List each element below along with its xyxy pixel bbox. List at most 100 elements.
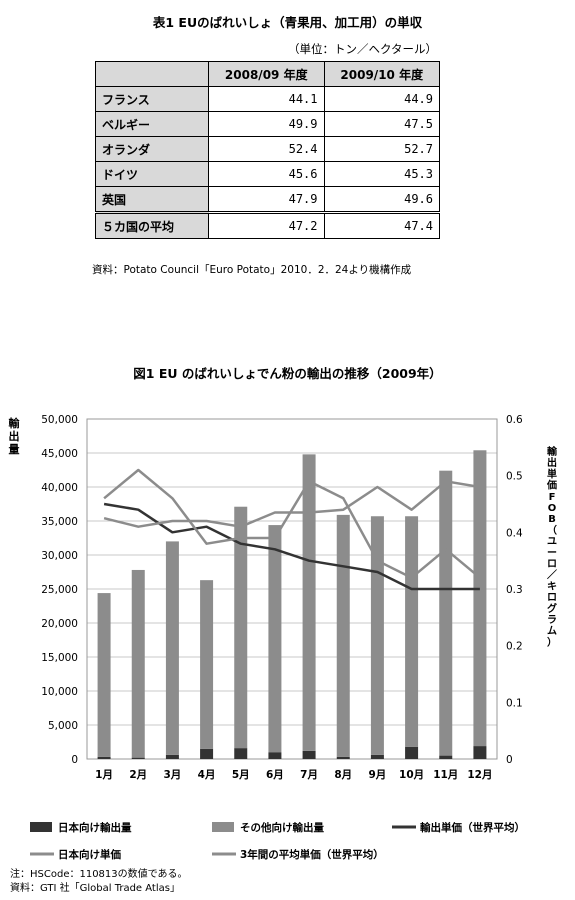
legend-label: その他向け輸出量 bbox=[240, 821, 324, 834]
x-tick-label: 2月 bbox=[129, 769, 147, 781]
y2-axis-label: 出 bbox=[547, 456, 557, 469]
chart-source: 資料：GTI 社「Global Trade Atlas」 bbox=[10, 883, 180, 894]
y2-tick-label: 0.5 bbox=[506, 471, 523, 483]
y2-axis-label: F bbox=[549, 492, 556, 503]
x-tick-label: 4月 bbox=[198, 769, 216, 781]
x-tick-label: 11月 bbox=[433, 769, 458, 781]
bar bbox=[234, 506, 248, 749]
cell-value: 47.5 bbox=[323, 111, 440, 137]
y2-axis-label: キ bbox=[547, 580, 557, 592]
bar bbox=[302, 454, 316, 751]
y-tick-label: 10,000 bbox=[41, 686, 78, 698]
cell-value: 47.4 bbox=[323, 211, 440, 239]
y-tick-label: 0 bbox=[71, 754, 78, 766]
y2-axis-label: 価 bbox=[546, 479, 557, 492]
series-line bbox=[103, 502, 480, 591]
y2-axis-label: ム bbox=[547, 625, 557, 637]
bar bbox=[131, 569, 145, 758]
legend-swatch bbox=[30, 822, 52, 832]
y-axis-label: 量 bbox=[9, 443, 20, 456]
bar bbox=[405, 746, 419, 759]
y2-axis-label: ー bbox=[547, 548, 557, 559]
row-label: ドイツ bbox=[95, 161, 209, 187]
series-line bbox=[103, 480, 481, 528]
bar bbox=[200, 748, 214, 759]
legend-label: 3年間の平均単価（世界平均） bbox=[240, 848, 384, 861]
y2-axis-label: O bbox=[548, 503, 557, 514]
row-label: オランダ bbox=[95, 136, 209, 162]
y-tick-label: 40,000 bbox=[41, 482, 78, 494]
x-tick-label: 3月 bbox=[164, 769, 182, 781]
y2-axis-label: （ bbox=[547, 523, 557, 536]
cell-value: 45.3 bbox=[323, 161, 440, 187]
bar bbox=[473, 746, 487, 759]
cell-value: 44.9 bbox=[323, 86, 440, 112]
bar bbox=[439, 470, 453, 756]
chart-note: 注：HSCode：110813の数値である。 bbox=[10, 869, 188, 880]
plot-area bbox=[86, 418, 498, 760]
bar bbox=[97, 756, 111, 759]
cell-value: 52.4 bbox=[208, 136, 325, 162]
y2-axis-label: B bbox=[548, 514, 556, 525]
bar bbox=[97, 593, 111, 757]
legend-label: 日本向け単価 bbox=[58, 848, 121, 861]
y-tick-label: 50,000 bbox=[41, 414, 78, 426]
yield-table: 2008/09 年度 2009/10 年度 フランス 44.1 44.9 ベルギ… bbox=[95, 61, 440, 239]
y2-tick-label: 0.1 bbox=[506, 697, 523, 709]
row-label: ５カ国の平均 bbox=[95, 211, 209, 239]
y2-axis-label: 輸 bbox=[547, 445, 558, 458]
y2-axis-label: ユ bbox=[547, 537, 557, 548]
y2-axis-label: グ bbox=[547, 602, 557, 615]
y2-axis-label: ） bbox=[547, 635, 557, 648]
bar bbox=[131, 757, 145, 759]
x-tick-label: 1月 bbox=[95, 769, 113, 781]
y-tick-label: 45,000 bbox=[41, 448, 78, 460]
legend-label: 輸出単価（世界平均） bbox=[420, 821, 525, 834]
column-header: 2009/10 年度 bbox=[323, 61, 440, 87]
bar bbox=[268, 525, 282, 753]
table-unit: （単位：トン／ヘクタール） bbox=[287, 42, 437, 56]
bar bbox=[302, 750, 316, 759]
table-source: 資料：Potato Council「Euro Potato」2010．2．24よ… bbox=[92, 264, 412, 276]
row-label: ベルギー bbox=[95, 111, 209, 137]
bar bbox=[165, 541, 179, 755]
average-row: ５カ国の平均 47.2 47.4 bbox=[95, 211, 440, 239]
y2-axis-label: 単 bbox=[547, 467, 557, 480]
table-row: 英国 47.9 49.6 bbox=[95, 186, 440, 213]
bar bbox=[336, 756, 350, 759]
y-axis-label: 出 bbox=[9, 429, 20, 443]
x-tick-label: 10月 bbox=[399, 769, 424, 781]
row-label: 英国 bbox=[95, 186, 209, 213]
table-row: オランダ 52.4 52.7 bbox=[95, 136, 440, 162]
y2-tick-label: 0.2 bbox=[506, 641, 523, 653]
cell-value: 49.9 bbox=[208, 111, 325, 137]
table-row: ベルギー 49.9 47.5 bbox=[95, 111, 440, 137]
x-tick-label: 5月 bbox=[232, 769, 250, 781]
bar bbox=[439, 755, 453, 759]
bar bbox=[336, 514, 350, 757]
y-tick-label: 35,000 bbox=[41, 516, 78, 528]
row-label: フランス bbox=[95, 86, 209, 112]
legend-swatch bbox=[212, 822, 234, 832]
cell-value: 45.6 bbox=[208, 161, 325, 187]
cell-value: 47.2 bbox=[208, 211, 325, 239]
y2-tick-label: 0.6 bbox=[506, 414, 523, 426]
y2-tick-label: 0 bbox=[506, 754, 513, 766]
y2-axis-label: ／ bbox=[547, 568, 557, 581]
bar bbox=[370, 516, 384, 755]
bar bbox=[268, 752, 282, 759]
bar bbox=[234, 748, 248, 759]
export-chart: 0 5,000 10,000 15,000 20,000 25,000 30,000 35,0… bbox=[9, 414, 559, 861]
y-tick-label: 20,000 bbox=[41, 618, 78, 630]
y2-axis-label: ロ bbox=[547, 593, 557, 604]
y-tick-label: 25,000 bbox=[41, 584, 78, 596]
corner-cell bbox=[95, 61, 209, 87]
bar bbox=[370, 754, 384, 759]
y2-axis-label: ラ bbox=[547, 614, 557, 626]
y2-tick-label: 0.4 bbox=[506, 527, 523, 539]
table-row: ドイツ 45.6 45.3 bbox=[95, 161, 440, 187]
table-row: フランス 44.1 44.9 bbox=[95, 86, 440, 112]
x-tick-label: 8月 bbox=[334, 769, 352, 781]
bar bbox=[165, 754, 179, 759]
x-tick-label: 9月 bbox=[369, 769, 387, 781]
